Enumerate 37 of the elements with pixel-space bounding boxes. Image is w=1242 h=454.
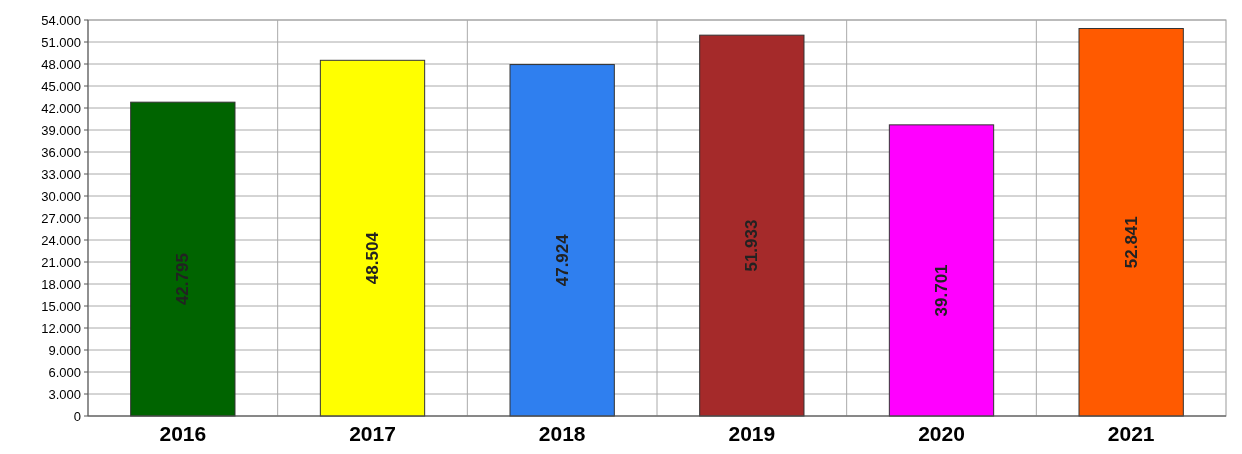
bar	[509, 64, 615, 417]
y-tick-label: 30.000	[41, 188, 81, 204]
y-tick-label: 6.000	[48, 364, 81, 380]
y-tick-label: 45.000	[41, 78, 81, 94]
y-tick-label: 3.000	[48, 386, 81, 402]
bar	[1078, 28, 1184, 417]
x-tick-label: 2017	[349, 422, 396, 445]
y-tick-label: 18.000	[41, 276, 81, 292]
y-tick-label: 24.000	[41, 232, 81, 248]
y-tick-label: 0	[73, 408, 81, 424]
y-tick-label: 54.000	[41, 12, 81, 28]
y-tick-label: 15.000	[41, 298, 81, 314]
bar	[130, 101, 236, 417]
bar	[888, 124, 995, 417]
x-tick-label: 2018	[538, 422, 586, 445]
x-tick-label: 2021	[1107, 422, 1155, 445]
data-label: 39.701	[932, 264, 951, 317]
y-tick-label: 9.000	[48, 342, 81, 358]
x-tick-label: 2016	[159, 422, 207, 445]
y-tick-label: 51.000	[41, 34, 81, 50]
y-tick-label: 33.000	[41, 166, 81, 182]
data-label: 42.795	[173, 253, 193, 306]
y-tick-label: 48.000	[41, 56, 81, 72]
bar	[319, 59, 426, 417]
data-label: 51.933	[742, 219, 762, 272]
y-tick-label: 39.000	[41, 122, 81, 138]
x-tick-label: 2019	[728, 422, 776, 445]
y-tick-label: 21.000	[41, 254, 81, 270]
bar	[699, 34, 805, 417]
x-tick-label: 2020	[918, 422, 965, 445]
data-label: 47.924	[552, 233, 572, 287]
data-label: 52.841	[1121, 216, 1141, 269]
data-label: 48.504	[363, 231, 382, 285]
y-tick-label: 36.000	[41, 144, 81, 160]
y-tick-label: 27.000	[41, 210, 81, 226]
y-tick-label: 12.000	[41, 320, 81, 336]
y-tick-label: 42.000	[41, 100, 81, 116]
